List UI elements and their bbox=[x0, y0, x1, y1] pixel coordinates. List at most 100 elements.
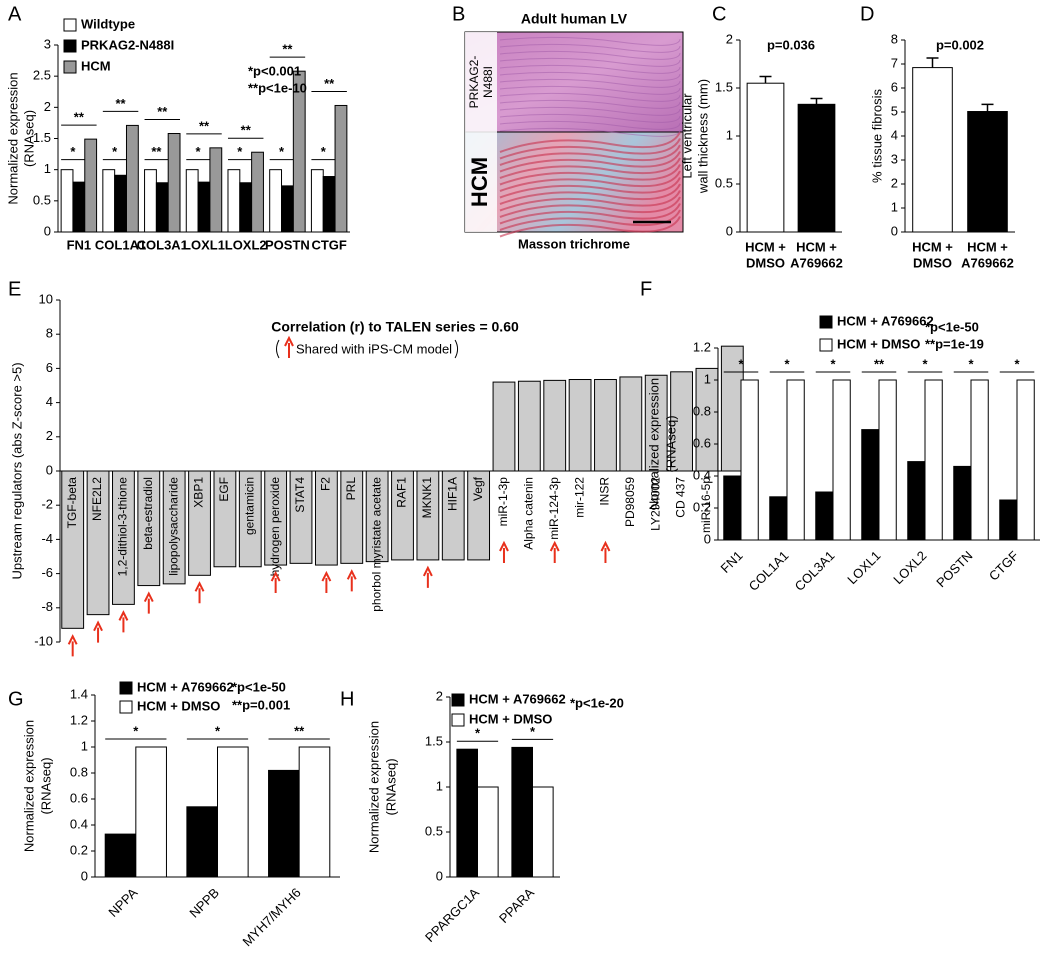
x-tick-label: LY294002 bbox=[648, 477, 662, 531]
y-axis-label: Normalized expression bbox=[646, 378, 661, 510]
panel-label: A bbox=[8, 3, 22, 25]
error-bar bbox=[981, 103, 994, 112]
x-tick-label: phorbol myristate acetate bbox=[369, 477, 383, 612]
bar bbox=[815, 491, 834, 541]
row-label: N488I bbox=[481, 66, 495, 98]
y-tick-label: 1 bbox=[726, 127, 733, 142]
bar bbox=[492, 381, 516, 472]
shared-arrow bbox=[118, 610, 129, 633]
y-tick-label: 0.5 bbox=[715, 175, 733, 190]
bar bbox=[102, 169, 116, 233]
bar bbox=[532, 786, 554, 878]
bar bbox=[391, 470, 414, 561]
fiber bbox=[499, 177, 681, 199]
fiber bbox=[499, 64, 681, 74]
significance-label: * bbox=[1014, 356, 1020, 371]
bar bbox=[162, 470, 186, 585]
fiber bbox=[499, 190, 681, 212]
chart-title: p=0.036 bbox=[767, 37, 815, 52]
significance-label: * bbox=[968, 356, 974, 371]
y-tick-label: 0.2 bbox=[70, 842, 88, 857]
x-tick-label: PPARA bbox=[496, 885, 537, 926]
bar bbox=[568, 379, 592, 472]
x-tick-label: LOXL2 bbox=[225, 237, 267, 252]
y-tick-label: 1.5 bbox=[425, 733, 443, 748]
y-tick-label: 1 bbox=[436, 778, 443, 793]
note: *p<1e-50 bbox=[232, 679, 286, 694]
bar bbox=[740, 379, 759, 541]
significance-label: ** bbox=[157, 104, 168, 119]
fiber bbox=[499, 113, 681, 123]
bar bbox=[594, 379, 617, 472]
bar bbox=[467, 470, 491, 561]
y-axis-label: Normalized expression bbox=[366, 721, 381, 853]
x-tick-label: RAF1 bbox=[395, 477, 409, 508]
y-tick-label: 2.5 bbox=[33, 68, 51, 83]
y-tick-label: 6 bbox=[46, 360, 53, 375]
bar bbox=[298, 746, 331, 878]
y-axis-label: (RNAseq) bbox=[383, 758, 398, 815]
y-tick-label: 1 bbox=[704, 371, 711, 386]
x-tick-label: LOXL1 bbox=[183, 237, 225, 252]
x-tick-label: CTGF bbox=[986, 548, 1022, 584]
legend-label: HCM + DMSO bbox=[837, 336, 920, 351]
y-tick-label: 4 bbox=[891, 127, 898, 142]
x-tick-label: POSTN bbox=[933, 548, 975, 590]
shared-arrow bbox=[194, 581, 205, 604]
y-tick-label: 2 bbox=[436, 688, 443, 703]
x-tick-label: INSR bbox=[598, 477, 612, 506]
y-tick-label: 7 bbox=[891, 55, 898, 70]
shared-arrow bbox=[270, 570, 281, 594]
bar bbox=[188, 470, 211, 576]
y-tick-label: 1.5 bbox=[33, 130, 51, 145]
bar bbox=[786, 379, 805, 541]
panel-label: E bbox=[8, 278, 21, 300]
y-tick-label: 2 bbox=[44, 99, 51, 114]
bar bbox=[289, 470, 313, 564]
x-tick-label: NPPA bbox=[105, 885, 140, 920]
bar bbox=[644, 374, 668, 472]
x-tick-label: F2 bbox=[319, 477, 333, 491]
x-tick-label: Alpha catenin bbox=[522, 477, 536, 550]
y-tick-label: -8 bbox=[41, 599, 53, 614]
significance-label: ** bbox=[294, 723, 305, 738]
bar bbox=[456, 748, 478, 878]
significance-label: * bbox=[321, 144, 327, 159]
legend-swatch bbox=[63, 18, 77, 32]
y-tick-label: 0.2 bbox=[693, 499, 711, 514]
bar bbox=[61, 470, 85, 629]
shared-arrow bbox=[143, 591, 154, 614]
shared-arrow bbox=[499, 540, 509, 563]
significance-label: ** bbox=[116, 96, 127, 111]
shared-arrow bbox=[600, 540, 611, 563]
bar bbox=[477, 786, 499, 878]
x-tick-label: gentamicin bbox=[242, 477, 256, 535]
note: **p=0.001 bbox=[232, 697, 290, 712]
bar bbox=[746, 82, 785, 233]
bar bbox=[543, 379, 567, 472]
paren bbox=[454, 339, 459, 359]
bar bbox=[292, 70, 306, 233]
x-tick-label: COL3A1 bbox=[137, 237, 188, 252]
x-tick-label: DMSO bbox=[746, 255, 785, 270]
bar bbox=[861, 429, 880, 541]
y-tick-label: 0.4 bbox=[693, 467, 711, 482]
shared-arrow bbox=[67, 634, 78, 657]
x-tick-label: COL3A1 bbox=[792, 548, 838, 594]
y-tick-label: 1.2 bbox=[70, 712, 88, 727]
legend-label: HCM + DMSO bbox=[137, 698, 220, 713]
bar bbox=[878, 379, 897, 541]
x-tick-label: HIF1A bbox=[445, 477, 459, 511]
y-tick-label: 1 bbox=[891, 199, 898, 214]
fiber bbox=[499, 183, 681, 205]
bar bbox=[670, 371, 693, 472]
y-tick-label: 1 bbox=[44, 161, 51, 176]
bar bbox=[340, 470, 364, 564]
row-label: HCM bbox=[467, 157, 492, 207]
bar bbox=[135, 746, 167, 878]
y-tick-label: 0 bbox=[726, 223, 733, 238]
bar bbox=[334, 104, 348, 233]
y-tick-label: 0.6 bbox=[693, 435, 711, 450]
bar bbox=[322, 176, 336, 233]
